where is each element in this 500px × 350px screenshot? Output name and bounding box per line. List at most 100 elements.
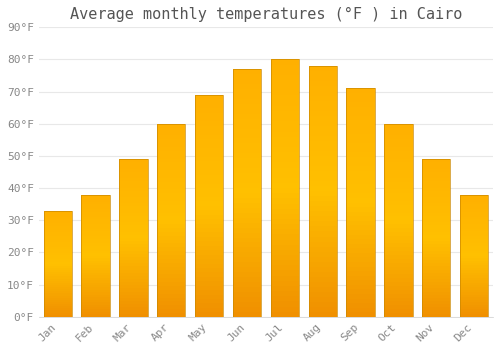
Bar <box>346 116 375 120</box>
Bar <box>119 188 148 191</box>
Bar <box>157 189 186 193</box>
Bar <box>195 232 224 237</box>
Bar <box>44 268 72 270</box>
Bar <box>119 235 148 238</box>
Bar <box>119 216 148 219</box>
Bar <box>270 70 299 75</box>
Bar <box>308 267 337 272</box>
Bar <box>157 143 186 147</box>
Bar <box>82 222 110 224</box>
Bar <box>82 212 110 214</box>
Bar <box>44 230 72 232</box>
Bar <box>346 180 375 184</box>
Bar <box>270 204 299 209</box>
Bar <box>119 260 148 263</box>
Bar <box>157 240 186 244</box>
Bar <box>422 175 450 178</box>
Bar <box>384 128 412 132</box>
Bar <box>460 260 488 263</box>
Bar <box>384 244 412 247</box>
Bar <box>44 223 72 225</box>
Bar <box>233 133 261 139</box>
Bar <box>422 181 450 184</box>
Bar <box>82 268 110 270</box>
Bar <box>422 254 450 257</box>
Bar <box>233 312 261 317</box>
Bar <box>195 206 224 210</box>
Bar <box>384 143 412 147</box>
Bar <box>308 136 337 141</box>
Bar <box>384 135 412 139</box>
Bar <box>233 124 261 128</box>
Bar <box>233 257 261 262</box>
Bar <box>82 209 110 212</box>
Bar <box>44 219 72 221</box>
Bar <box>422 288 450 292</box>
Bar <box>308 222 337 226</box>
Bar <box>308 252 337 257</box>
Bar <box>460 195 488 197</box>
Bar <box>233 302 261 307</box>
Bar <box>44 302 72 304</box>
Bar <box>270 80 299 85</box>
Bar <box>270 96 299 101</box>
Bar <box>233 148 261 153</box>
Bar <box>233 228 261 233</box>
Bar <box>82 207 110 209</box>
Bar <box>460 229 488 231</box>
Bar <box>82 236 110 239</box>
Bar <box>460 224 488 226</box>
Bar <box>233 262 261 267</box>
Bar <box>44 249 72 251</box>
Bar <box>346 289 375 294</box>
Bar <box>422 206 450 210</box>
Bar <box>119 276 148 279</box>
Bar <box>346 139 375 143</box>
Bar <box>460 212 488 214</box>
Bar <box>384 220 412 224</box>
Bar <box>233 69 261 74</box>
Bar <box>233 203 261 208</box>
Bar <box>270 157 299 162</box>
Bar <box>233 267 261 272</box>
Bar <box>157 224 186 228</box>
Bar <box>119 197 148 200</box>
Bar <box>346 230 375 235</box>
Bar <box>384 166 412 170</box>
Bar <box>308 66 337 71</box>
Bar <box>195 130 224 135</box>
Bar <box>422 314 450 317</box>
Bar <box>460 199 488 202</box>
Bar <box>157 298 186 301</box>
Bar <box>233 109 261 114</box>
Bar <box>346 299 375 303</box>
Bar <box>422 273 450 276</box>
Bar <box>82 314 110 317</box>
Bar <box>44 266 72 268</box>
Bar <box>422 295 450 298</box>
Bar <box>384 228 412 232</box>
Bar <box>157 259 186 263</box>
Bar <box>195 272 224 277</box>
Bar <box>233 139 261 143</box>
Bar <box>460 282 488 285</box>
Bar <box>119 238 148 241</box>
Bar <box>44 234 72 236</box>
Bar <box>346 125 375 130</box>
Bar <box>44 304 72 306</box>
Bar <box>157 186 186 189</box>
Bar <box>119 194 148 197</box>
Bar <box>270 168 299 173</box>
Bar <box>233 74 261 79</box>
Bar <box>233 297 261 302</box>
Bar <box>44 281 72 283</box>
Bar <box>44 287 72 289</box>
Bar <box>119 166 148 169</box>
Bar <box>460 204 488 207</box>
Bar <box>157 155 186 159</box>
Bar <box>270 219 299 224</box>
Bar <box>195 308 224 312</box>
Bar <box>82 199 110 202</box>
Bar <box>157 232 186 236</box>
Bar <box>308 151 337 156</box>
